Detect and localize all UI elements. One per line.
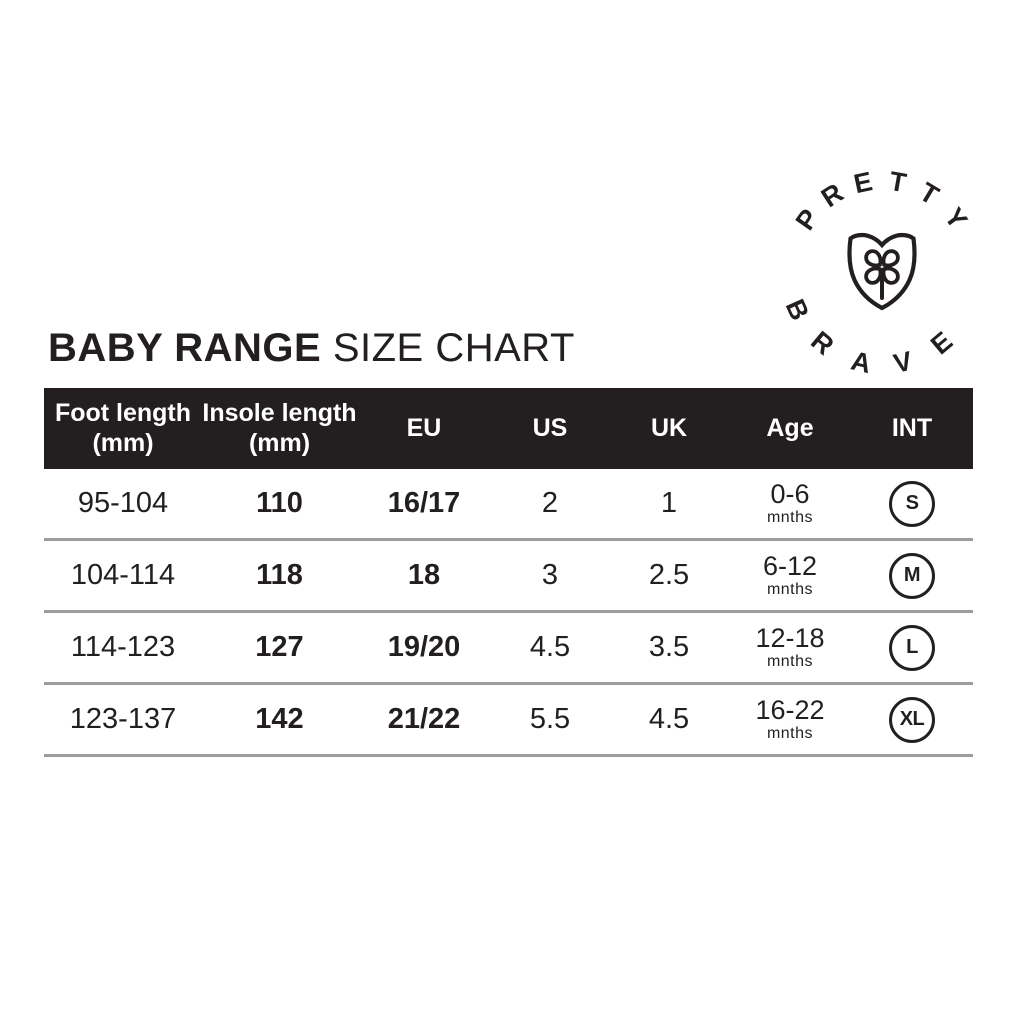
us-size-value: 4.5 xyxy=(529,631,571,663)
age-range: 16-22 xyxy=(755,695,825,725)
int-size-cell: S xyxy=(851,480,973,527)
table-row: 114-123 127 19/20 4.5 3.5 12-18 mnths L xyxy=(44,613,973,685)
foot-length-value: 95-104 xyxy=(77,487,169,519)
insole-length-value: 142 xyxy=(255,703,304,735)
size-badge: XL xyxy=(889,696,935,743)
foot-length-value: 123-137 xyxy=(69,703,177,735)
eu-size-value: 21/22 xyxy=(387,703,461,735)
column-header-int: INT xyxy=(891,413,933,442)
header-line2: (mm) xyxy=(92,428,154,457)
age-range: 6-12 xyxy=(762,551,818,581)
size-badge: M xyxy=(889,552,935,599)
column-header-eu: EU xyxy=(406,413,442,442)
size-badge: S xyxy=(889,480,935,527)
logo-letter: R xyxy=(805,325,839,361)
header-line2: (mm) xyxy=(248,428,311,457)
shield-clover-icon: P R E T T Y B R A V E xyxy=(780,166,974,379)
clover-icon xyxy=(864,249,900,300)
shield-icon xyxy=(847,232,917,311)
table-row: 104-114 118 18 3 2.5 6-12 mnths M xyxy=(44,541,973,613)
column-header-age: Age xyxy=(766,413,814,442)
uk-size-value: 4.5 xyxy=(648,703,690,735)
age-value-cell: 6-12 mnths xyxy=(729,553,851,598)
column-header-uk: UK xyxy=(650,413,688,442)
column-header-insole-length: Insole length (mm) xyxy=(202,399,357,458)
eu-size-value: 18 xyxy=(407,559,441,591)
logo-letter: A xyxy=(848,345,874,379)
us-size-value: 2 xyxy=(541,487,559,519)
eu-size-value: 19/20 xyxy=(387,631,461,663)
insole-length-value: 127 xyxy=(255,631,304,663)
age-value-cell: 16-22 mnths xyxy=(729,697,851,742)
uk-size-value: 3.5 xyxy=(648,631,690,663)
column-header-foot-length: Foot length (mm) xyxy=(44,399,202,458)
eu-size-value: 16/17 xyxy=(387,487,461,519)
header-line1: Foot length xyxy=(54,399,192,427)
insole-length-value: 110 xyxy=(256,487,303,519)
page-title-regular: SIZE CHART xyxy=(332,326,575,370)
age-range: 0-6 xyxy=(770,479,810,509)
us-size-value: 3 xyxy=(541,559,559,591)
insole-length-value: 118 xyxy=(256,559,303,591)
logo-letter: V xyxy=(891,346,915,379)
logo-letter: T xyxy=(914,177,944,211)
logo-letter: E xyxy=(851,166,875,199)
foot-length-value: 114-123 xyxy=(70,631,176,663)
foot-length-value: 104-114 xyxy=(70,559,176,591)
age-range: 12-18 xyxy=(755,623,825,653)
column-header-us: US xyxy=(532,413,568,442)
age-value-cell: 0-6 mnths xyxy=(729,481,851,526)
us-size-value: 5.5 xyxy=(529,703,571,735)
logo-letter: Y xyxy=(938,202,973,234)
table-header-row: Foot length (mm) Insole length (mm) EU U… xyxy=(44,388,973,469)
size-table: Foot length (mm) Insole length (mm) EU U… xyxy=(44,388,973,757)
logo-letter: T xyxy=(887,166,909,198)
age-unit: mnths xyxy=(766,725,814,742)
page-title: BABY RANGE SIZE CHART xyxy=(48,328,575,368)
age-unit: mnths xyxy=(766,653,814,670)
uk-size-value: 1 xyxy=(660,487,678,519)
pretty-brave-logo: P R E T T Y B R A V E xyxy=(777,166,987,379)
age-value-cell: 12-18 mnths xyxy=(729,625,851,670)
logo-letter: R xyxy=(816,178,849,214)
int-size-cell: L xyxy=(851,624,973,671)
age-unit: mnths xyxy=(766,581,814,598)
age-unit: mnths xyxy=(766,509,814,526)
logo-letter: B xyxy=(780,295,815,325)
table-row: 123-137 142 21/22 5.5 4.5 16-22 mnths XL xyxy=(44,685,973,757)
page-title-bold: BABY RANGE xyxy=(48,326,322,370)
size-badge: L xyxy=(889,624,935,671)
int-size-cell: XL xyxy=(851,696,973,743)
int-size-cell: M xyxy=(851,552,973,599)
table-row: 95-104 110 16/17 2 1 0-6 mnths S xyxy=(44,469,973,541)
header-line1: Insole length xyxy=(202,399,357,427)
logo-letter: P xyxy=(790,204,825,236)
uk-size-value: 2.5 xyxy=(648,559,690,591)
logo-letter: E xyxy=(925,326,958,361)
